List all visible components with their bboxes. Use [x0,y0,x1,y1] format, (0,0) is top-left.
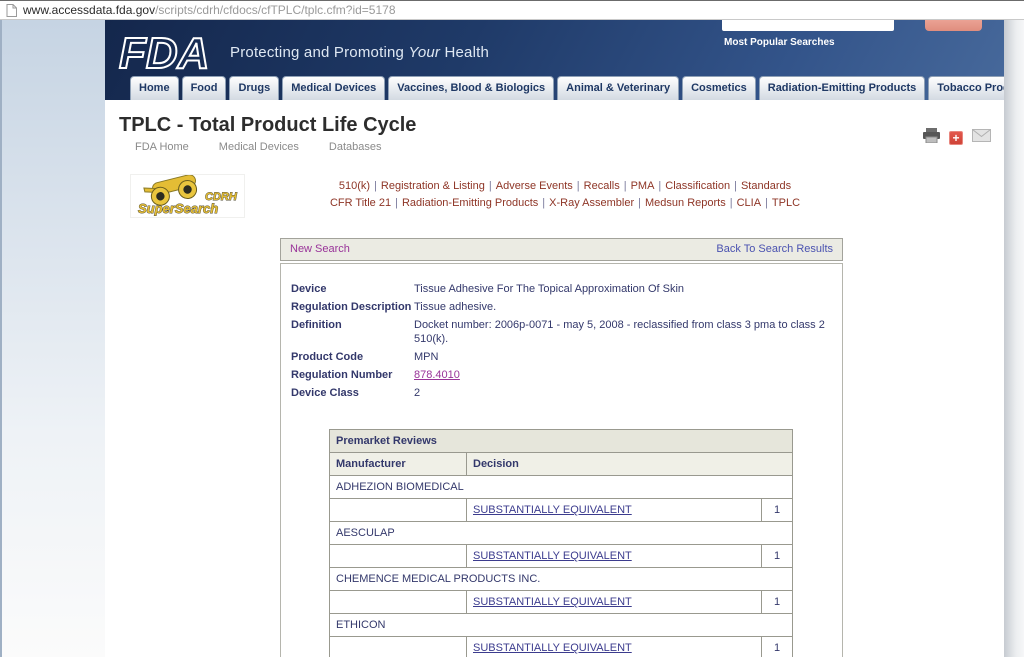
premarket-table-header-row: Manufacturer Decision [329,452,793,476]
url-domain: www.accessdata.fda.gov [23,3,156,17]
breadcrumb: FDA Home Medical Devices Databases [135,141,411,153]
page-action-icons: + [923,128,991,148]
decision-link[interactable]: SUBSTANTIALLY EQUIVALENT [473,504,632,516]
tab-animal-veterinary[interactable]: Animal & Veterinary [557,76,680,100]
main-content: TPLC - Total Product Life Cycle FDA Home… [105,100,1004,657]
tab-drugs[interactable]: Drugs [229,76,280,100]
tab-tobacco-products[interactable]: Tobacco Products [928,76,1004,100]
right-gradient-background [1004,20,1024,657]
premarket-table-title: Premarket Reviews [329,429,793,453]
decision-count: 1 [761,544,793,568]
link-clia[interactable]: CLIA [736,197,762,209]
tab-cosmetics[interactable]: Cosmetics [682,76,756,100]
most-popular-searches-link[interactable]: Most Popular Searches [724,37,835,48]
header-search-input[interactable] [722,20,894,31]
premarket-table-title-row: Premarket Reviews [329,429,793,453]
detail-row-regulation-description: Regulation Description Tissue adhesive. [291,301,497,313]
browser-address-bar[interactable]: www.accessdata.fda.gov/scripts/cdrh/cfdo… [0,0,1024,20]
detail-row-product-code: Product Code MPN [291,351,439,363]
database-quicklinks: 510(k) | Registration & Listing | Adverse Ev… [265,178,865,212]
detail-row-device-class: Device Class 2 [291,387,421,399]
column-header-manufacturer: Manufacturer [329,452,467,476]
print-icon[interactable] [923,128,940,148]
decision-count: 1 [761,590,793,614]
page-document-icon [6,3,17,17]
decision-link[interactable]: SUBSTANTIALLY EQUIVALENT [473,596,632,608]
link-registration-listing[interactable]: Registration & Listing [380,180,485,192]
link-radiation-emitting-products[interactable]: Radiation-Emitting Products [401,197,539,209]
page-title: TPLC - Total Product Life Cycle [119,114,417,136]
link-recalls[interactable]: Recalls [583,180,620,192]
link-510k[interactable]: 510(k) [338,180,371,192]
premarket-reviews-table: Premarket Reviews Manufacturer Decision … [329,429,793,657]
decision-count: 1 [761,636,793,657]
header-search-button[interactable] [925,20,982,31]
tab-radiation-emitting-products[interactable]: Radiation-Emitting Products [758,76,926,100]
share-plus-icon[interactable]: + [949,131,963,145]
detail-row-device: Device Tissue Adhesive For The Topical A… [291,283,685,295]
back-to-search-results-link[interactable]: Back To Search Results [716,243,833,255]
detail-row-definition: Definition Docket number: 2006p-0071 - m… [291,319,825,345]
breadcrumb-fda-home[interactable]: FDA Home [135,141,189,153]
link-tplc[interactable]: TPLC [771,197,801,209]
detail-row-regulation-number: Regulation Number 878.4010 [291,369,460,381]
cutoff-header-text: g [390,20,398,26]
tab-home[interactable]: Home [130,76,179,100]
quicklinks-row-1: 510(k) | Registration & Listing | Adverse Ev… [338,180,792,192]
search-toolbar: New Search Back To Search Results [280,238,843,261]
svg-text:FDA: FDA [119,29,209,76]
fda-tplc-page: g FDA Protecting and Promoting Your Heal… [0,20,1024,657]
decision-row: SUBSTANTIALLY EQUIVALENT 1 [329,590,793,614]
left-gradient-background [0,20,105,657]
manufacturer-row: AESCULAP [329,521,793,545]
email-icon[interactable] [972,129,991,147]
decision-count: 1 [761,498,793,522]
tab-medical-devices[interactable]: Medical Devices [282,76,386,100]
content-column: g FDA Protecting and Promoting Your Heal… [105,20,1004,657]
breadcrumb-medical-devices[interactable]: Medical Devices [218,141,299,153]
fda-logo[interactable]: FDA [117,26,227,81]
link-adverse-events[interactable]: Adverse Events [495,180,573,192]
regulation-number-link[interactable]: 878.4010 [414,369,460,381]
svg-text:CDRH: CDRH [205,191,238,203]
tab-food[interactable]: Food [181,76,227,100]
manufacturer-row: ADHEZION BIOMEDICAL [329,475,793,499]
decision-link[interactable]: SUBSTANTIALLY EQUIVALENT [473,550,632,562]
link-cfr-title-21[interactable]: CFR Title 21 [329,197,392,209]
tab-vaccines-blood-biologics[interactable]: Vaccines, Blood & Biologics [388,76,555,100]
manufacturer-row: ETHICON [329,613,793,637]
fda-tagline: Protecting and Promoting Your Health [230,44,490,61]
decision-row: SUBSTANTIALLY EQUIVALENT 1 [329,636,793,657]
link-xray-assembler[interactable]: X-Ray Assembler [549,197,635,209]
quicklinks-row-2: CFR Title 21 | Radiation-Emitting Products… [329,197,801,209]
decision-row: SUBSTANTIALLY EQUIVALENT 1 [329,544,793,568]
manufacturer-row: CHEMENCE MEDICAL PRODUCTS INC. [329,567,793,591]
svg-text:SuperSearch: SuperSearch [138,201,218,216]
link-medsun-reports[interactable]: Medsun Reports [645,197,726,209]
primary-nav-tabs: Home Food Drugs Medical Devices Vaccines… [130,76,1004,100]
device-detail-panel: Device Tissue Adhesive For The Topical A… [280,263,843,657]
decision-row: SUBSTANTIALLY EQUIVALENT 1 [329,498,793,522]
link-classification[interactable]: Classification [665,180,731,192]
device-details: Device Tissue Adhesive For The Topical A… [291,282,836,404]
fda-header-band: g FDA Protecting and Promoting Your Heal… [105,20,1004,100]
link-standards[interactable]: Standards [740,180,792,192]
new-search-link[interactable]: New Search [290,243,350,255]
cdrh-supersearch-logo[interactable]: CDRH SuperSearch [130,174,245,218]
breadcrumb-databases[interactable]: Databases [328,141,382,153]
column-header-decision: Decision [466,452,793,476]
link-pma[interactable]: PMA [630,180,655,192]
decision-link[interactable]: SUBSTANTIALLY EQUIVALENT [473,642,632,654]
url-path: /scripts/cdrh/cfdocs/cfTPLC/tplc.cfm?id=… [155,3,396,17]
